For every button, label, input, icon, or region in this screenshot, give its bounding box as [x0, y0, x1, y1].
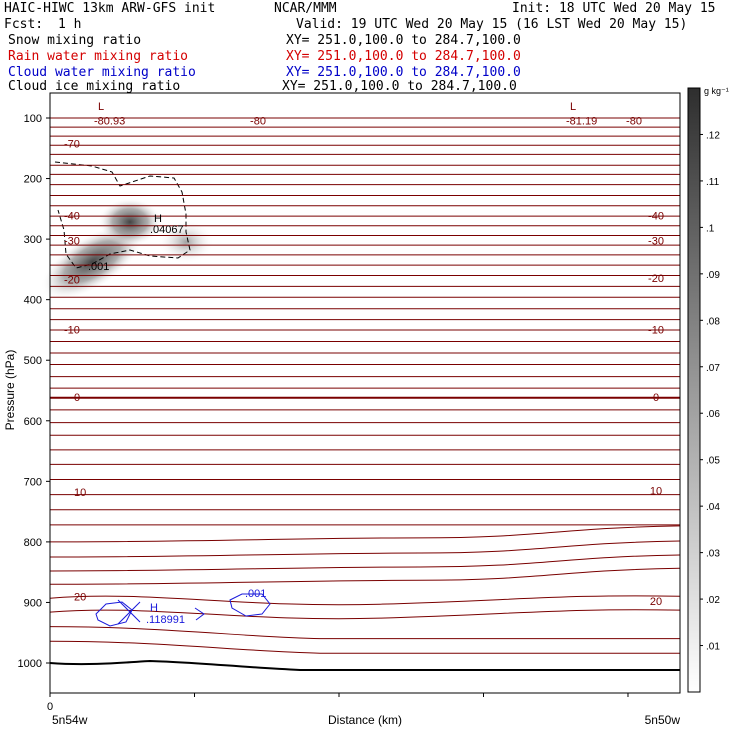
ice-max-value: .04067: [150, 224, 184, 236]
ground-line: [49, 659, 680, 671]
plot-frame: [49, 92, 681, 694]
low-symbol-left: L: [98, 101, 104, 113]
temperature-label-left: 0: [74, 392, 80, 404]
temperature-label-right: -20: [648, 273, 664, 285]
colorbar-tick-label: .02: [706, 595, 720, 606]
colorbar-tick-label: .03: [706, 549, 720, 560]
temperature-label-right: -40: [648, 210, 664, 222]
temperature-contour-line: [49, 595, 681, 606]
temperature-label-right: -30: [648, 235, 664, 247]
y-tick-label: 500: [24, 355, 42, 367]
ice-shading: [40, 198, 214, 300]
field-xy-cloud-water: XY= 251.0,100.0 to 284.7,100.0: [286, 65, 521, 80]
ice-contour-dashed: [54, 161, 191, 269]
colorbar-tick-label: .04: [706, 502, 720, 513]
ice-contour-label: .001: [88, 261, 109, 273]
temperature-label-left: -70: [64, 138, 80, 150]
field-xy-cloud-ice: XY= 251.0,100.0 to 284.7,100.0: [282, 79, 517, 94]
y-tick-label: 800: [24, 537, 42, 549]
header-fcst-value: 1 h: [58, 17, 82, 32]
temperature-contour-line: [49, 525, 681, 543]
y-tick-label: 400: [24, 295, 42, 307]
temperature-contour-line: [49, 554, 681, 572]
temperature-label-left: -20: [64, 275, 80, 287]
temperature-label-mid: -80: [250, 115, 266, 127]
temperature-label-right: 0: [653, 392, 659, 404]
x-axis-label: Distance (km): [328, 713, 402, 727]
colorbar-tick-label: .07: [706, 363, 720, 374]
low-symbol-right: L: [570, 101, 576, 113]
x-tick-label-zero: 0: [47, 701, 53, 713]
y-axis: 100 200 300 400 500 600 700 800 900 1000: [18, 113, 50, 670]
cloud-water-contours: [95, 593, 271, 627]
temperature-label-left: 20: [74, 591, 86, 603]
header-org: NCAR/MMM: [274, 1, 337, 16]
temperature-contour-line: [49, 567, 681, 585]
temperature-label-right: -81.19: [566, 115, 597, 127]
x-left-label: 5n54w: [52, 713, 88, 727]
cloud-water-max-symbol: H: [150, 602, 158, 614]
temperature-label-left: -30: [64, 235, 80, 247]
colorbar-tick-label: .12: [706, 130, 720, 141]
cloud-water-max-value: .118991: [146, 614, 185, 626]
ice-max-symbol: H: [154, 213, 162, 225]
colorbar-tick-label: .01: [706, 642, 720, 653]
colorbar-tick-label: .08: [706, 316, 720, 327]
temperature-contour-line: [49, 626, 680, 640]
x-right-label: 5n50w: [645, 713, 681, 727]
y-tick-label: 700: [24, 476, 42, 488]
header-init: Init: 18 UTC Wed 20 May 15: [512, 1, 716, 16]
y-tick-label: 600: [24, 416, 42, 428]
temperature-label-left: 10: [74, 487, 86, 499]
temperature-label-left: -80.93: [94, 115, 125, 127]
y-tick-label: 1000: [18, 658, 42, 670]
field-xy-rain: XY= 251.0,100.0 to 284.7,100.0: [286, 49, 521, 64]
temperature-label-right: -10: [648, 324, 664, 336]
colorbar-unit: g kg⁻¹: [704, 86, 729, 96]
y-tick-label: 900: [24, 597, 42, 609]
colorbar-gradient: [687, 87, 701, 693]
field-name-cloud-ice: Cloud ice mixing ratio: [8, 79, 181, 94]
header-valid: Valid: 19 UTC Wed 20 May 15 (16 LST Wed …: [296, 17, 688, 32]
field-name-snow: Snow mixing ratio: [8, 33, 142, 48]
temperature-label-mid: -80: [626, 115, 642, 127]
header-fcst-label: Fcst:: [4, 17, 44, 32]
temperature-contour-line: [49, 540, 681, 558]
y-tick-label: 200: [24, 174, 42, 186]
temperature-contours: [49, 117, 681, 654]
field-xy-snow: XY= 251.0,100.0 to 284.7,100.0: [286, 33, 521, 48]
y-tick-label: 100: [24, 113, 42, 125]
temperature-contour-line: [49, 640, 680, 654]
temperature-contour-line: [49, 609, 681, 620]
colorbar-tick-label: .1: [706, 223, 715, 234]
colorbar-tick-label: .06: [706, 409, 720, 420]
cloud-water-contour-label: .001: [245, 588, 266, 600]
header-title: HAIC-HIWC 13km ARW-GFS init: [4, 1, 216, 16]
y-axis-label: Pressure (hPa): [3, 350, 17, 431]
colorbar-tick-label: .05: [706, 456, 720, 467]
colorbar-ticks: .01 .02 .03 .04 .05 .06 .07 .08 .09 .1 .11 .12: [700, 130, 720, 653]
x-axis: [49, 693, 629, 697]
temperature-label-left: -10: [64, 324, 80, 336]
temperature-labels: -80.93 -70 -40 -30 -20 -10 0 10 20 -81.19 -40 -30 -2…: [64, 115, 664, 608]
colorbar-tick-label: .11: [706, 177, 720, 188]
temperature-label-left: -40: [64, 210, 80, 222]
field-name-rain: Rain water mixing ratio: [8, 49, 189, 64]
temperature-label-right: 10: [650, 485, 662, 497]
colorbar-tick-label: .09: [706, 270, 720, 281]
field-name-cloud-water: Cloud water mixing ratio: [8, 65, 196, 80]
y-tick-label: 300: [24, 234, 42, 246]
temperature-label-right: 20: [650, 596, 662, 608]
